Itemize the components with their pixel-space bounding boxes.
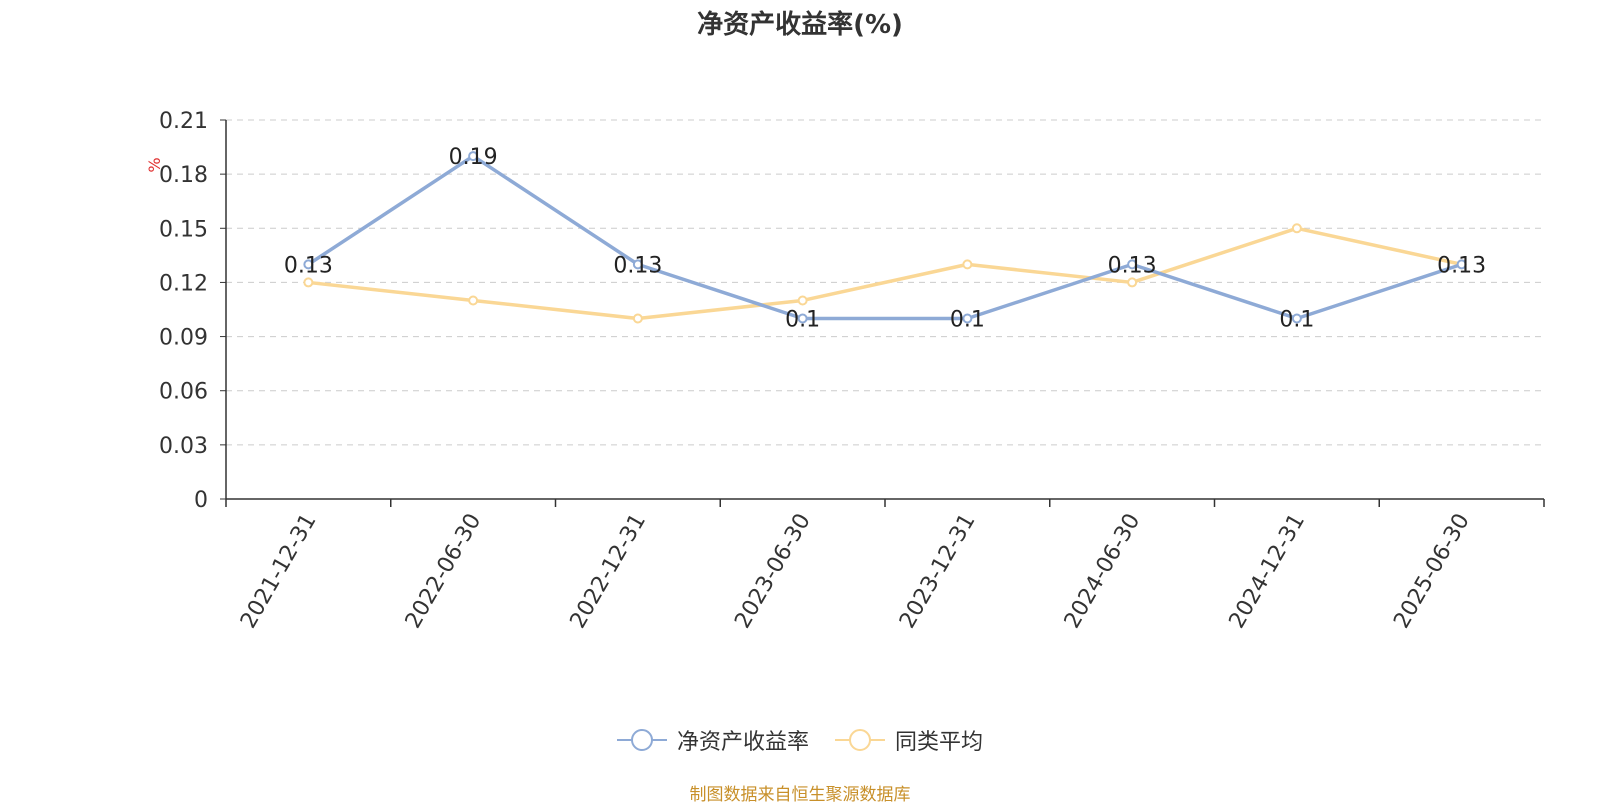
series-line-peer-average <box>308 226 1462 321</box>
data-label: 0.13 <box>1108 253 1157 278</box>
data-point-roe <box>962 313 973 324</box>
x-tick-label: 2023-06-30 <box>730 510 816 633</box>
legend-swatch-peer-average <box>835 729 885 751</box>
legend: 净资产收益率 同类平均 <box>0 724 1600 756</box>
data-point-peer-average <box>962 259 973 270</box>
y-tick-label: 0.12 <box>159 271 208 296</box>
data-point-roe <box>632 259 643 270</box>
x-tick-label: 2022-06-30 <box>401 510 487 633</box>
series-line-roe <box>307 154 1463 321</box>
data-point-peer-average <box>468 295 479 306</box>
legend-label-roe: 净资产收益率 <box>676 730 809 755</box>
data-point-roe <box>468 151 479 162</box>
y-tick-label: 0.21 <box>159 109 208 134</box>
data-label: 0.13 <box>284 253 333 278</box>
data-label: 0.1 <box>1279 308 1314 333</box>
legend-swatch-roe <box>616 729 667 751</box>
x-tick-label: 2025-06-30 <box>1389 510 1475 633</box>
y-tick-label: 0.15 <box>159 217 208 242</box>
data-point-peer-average <box>797 295 808 306</box>
data-label: 0.13 <box>613 253 662 278</box>
data-label: 0.1 <box>785 308 820 333</box>
data-point-roe <box>1291 313 1302 324</box>
x-tick-label: 2022-12-31 <box>565 510 651 633</box>
x-tick-label: 2024-06-30 <box>1060 510 1146 633</box>
x-tick-label: 2021-12-31 <box>236 510 322 633</box>
legend-item-peer-average[interactable]: 同类平均 <box>835 724 983 756</box>
data-point-roe <box>1127 259 1138 270</box>
data-point-roe <box>303 259 314 270</box>
data-label: 0.13 <box>1437 253 1486 278</box>
data-label: 0.1 <box>950 308 985 333</box>
y-tick-label: 0.18 <box>159 163 208 188</box>
data-point-peer-average <box>632 313 643 324</box>
y-tick-label: 0.03 <box>159 434 208 459</box>
x-tick-label: 2024-12-31 <box>1224 510 1310 633</box>
data-point-peer-average <box>1127 277 1138 288</box>
x-tick-label: 2023-12-31 <box>895 510 981 633</box>
y-tick-label: 0.09 <box>159 326 208 351</box>
data-point-peer-average <box>1291 223 1302 234</box>
data-label: 0.19 <box>449 145 498 170</box>
y-tick-label: 0 <box>194 488 208 513</box>
y-tick-label: 0.06 <box>159 380 208 405</box>
y-axis-unit-label: % <box>145 157 164 172</box>
chart-title: 净资产收益率(%) <box>697 10 903 40</box>
source-note: 制图数据来自恒生聚源数据库 <box>689 785 911 805</box>
data-point-peer-average <box>303 277 314 288</box>
data-point-roe <box>797 313 808 324</box>
data-point-roe <box>1456 259 1467 270</box>
legend-label-peer-average: 同类平均 <box>895 730 984 755</box>
legend-item-roe[interactable]: 净资产收益率 <box>616 724 809 756</box>
